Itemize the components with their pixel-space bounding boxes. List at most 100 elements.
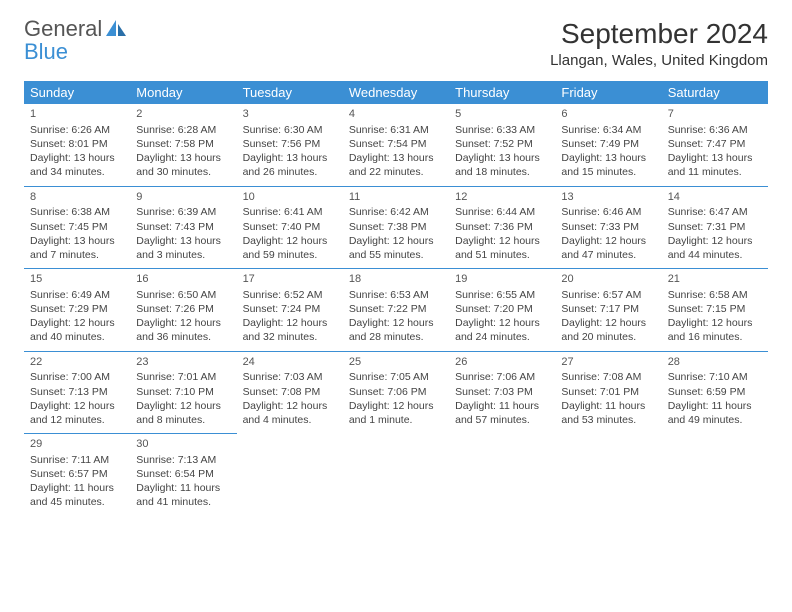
day-cell: 9Sunrise: 6:39 AMSunset: 7:43 PMDaylight…: [130, 186, 236, 269]
day-number: 16: [136, 272, 230, 287]
daylight-line: Daylight: 12 hours and 51 minutes.: [455, 234, 549, 262]
sunset-line: Sunset: 7:54 PM: [349, 137, 443, 151]
weekday-header: Wednesday: [343, 81, 449, 104]
weekday-header: Thursday: [449, 81, 555, 104]
week-row: 22Sunrise: 7:00 AMSunset: 7:13 PMDayligh…: [24, 351, 768, 434]
sunrise-line: Sunrise: 6:42 AM: [349, 205, 443, 219]
sunrise-line: Sunrise: 7:06 AM: [455, 370, 549, 384]
day-cell: 1Sunrise: 6:26 AMSunset: 8:01 PMDaylight…: [24, 104, 130, 186]
sunset-line: Sunset: 6:57 PM: [30, 467, 124, 481]
day-number: 9: [136, 190, 230, 205]
calendar-table: Sunday Monday Tuesday Wednesday Thursday…: [24, 81, 768, 516]
daylight-line: Daylight: 12 hours and 24 minutes.: [455, 316, 549, 344]
day-number: 24: [243, 355, 337, 370]
daylight-line: Daylight: 12 hours and 44 minutes.: [668, 234, 762, 262]
day-number: 18: [349, 272, 443, 287]
weekday-header: Friday: [555, 81, 661, 104]
day-cell: 19Sunrise: 6:55 AMSunset: 7:20 PMDayligh…: [449, 269, 555, 352]
day-number: 25: [349, 355, 443, 370]
sunrise-line: Sunrise: 6:46 AM: [561, 205, 655, 219]
sunrise-line: Sunrise: 7:01 AM: [136, 370, 230, 384]
day-number: 5: [455, 107, 549, 122]
day-cell: 23Sunrise: 7:01 AMSunset: 7:10 PMDayligh…: [130, 351, 236, 434]
sunrise-line: Sunrise: 7:00 AM: [30, 370, 124, 384]
daylight-line: Daylight: 12 hours and 32 minutes.: [243, 316, 337, 344]
sunset-line: Sunset: 7:43 PM: [136, 220, 230, 234]
sunset-line: Sunset: 7:29 PM: [30, 302, 124, 316]
sunset-line: Sunset: 7:33 PM: [561, 220, 655, 234]
day-cell: 24Sunrise: 7:03 AMSunset: 7:08 PMDayligh…: [237, 351, 343, 434]
logo-general-text: General: [24, 16, 102, 41]
daylight-line: Daylight: 12 hours and 36 minutes.: [136, 316, 230, 344]
sunrise-line: Sunrise: 7:11 AM: [30, 453, 124, 467]
sunrise-line: Sunrise: 6:39 AM: [136, 205, 230, 219]
sunrise-line: Sunrise: 6:55 AM: [455, 288, 549, 302]
day-number: 21: [668, 272, 762, 287]
day-cell: 15Sunrise: 6:49 AMSunset: 7:29 PMDayligh…: [24, 269, 130, 352]
sunset-line: Sunset: 8:01 PM: [30, 137, 124, 151]
sunset-line: Sunset: 6:59 PM: [668, 385, 762, 399]
day-cell: 27Sunrise: 7:08 AMSunset: 7:01 PMDayligh…: [555, 351, 661, 434]
week-row: 1Sunrise: 6:26 AMSunset: 8:01 PM Daylight…: [24, 104, 768, 186]
sunrise-line: Sunrise: 6:49 AM: [30, 288, 124, 302]
day-number: 13: [561, 190, 655, 205]
location-text: Llangan, Wales, United Kingdom: [550, 52, 768, 69]
day-cell: 3Sunrise: 6:30 AMSunset: 7:56 PMDaylight…: [237, 104, 343, 186]
sunrise-line: Sunrise: 7:08 AM: [561, 370, 655, 384]
day-number: 28: [668, 355, 762, 370]
sunset-line: Sunset: 7:47 PM: [668, 137, 762, 151]
sunrise-line: Sunrise: 6:41 AM: [243, 205, 337, 219]
title-block: September 2024 Llangan, Wales, United Ki…: [550, 18, 768, 69]
daylight-line: Daylight: 11 hours and 57 minutes.: [455, 399, 549, 427]
sunrise-line: Sunrise: 6:26 AM: [30, 123, 124, 137]
daylight-line: Daylight: 12 hours and 47 minutes.: [561, 234, 655, 262]
day-number: 23: [136, 355, 230, 370]
day-cell: 6Sunrise: 6:34 AMSunset: 7:49 PMDaylight…: [555, 104, 661, 186]
sunrise-line: Sunrise: 6:33 AM: [455, 123, 549, 137]
daylight-line: Daylight: 12 hours and 4 minutes.: [243, 399, 337, 427]
daylight-line: Daylight: 13 hours and 18 minutes.: [455, 151, 549, 179]
sunset-line: Sunset: 6:54 PM: [136, 467, 230, 481]
day-cell: 26Sunrise: 7:06 AMSunset: 7:03 PMDayligh…: [449, 351, 555, 434]
day-cell: 4Sunrise: 6:31 AMSunset: 7:54 PMDaylight…: [343, 104, 449, 186]
empty-cell: [237, 434, 343, 516]
empty-cell: [662, 434, 768, 516]
sunset-line: Sunset: 7:08 PM: [243, 385, 337, 399]
logo-blue-text: Blue: [24, 39, 68, 64]
sunrise-line: Sunrise: 6:38 AM: [30, 205, 124, 219]
day-number: 12: [455, 190, 549, 205]
sunrise-line: Sunrise: 6:47 AM: [668, 205, 762, 219]
daylight-line: Daylight: 13 hours and 15 minutes.: [561, 151, 655, 179]
daylight-line: Daylight: 11 hours and 53 minutes.: [561, 399, 655, 427]
week-row: 29Sunrise: 7:11 AMSunset: 6:57 PMDayligh…: [24, 434, 768, 516]
day-number: 29: [30, 437, 124, 452]
daylight-line: Daylight: 12 hours and 40 minutes.: [30, 316, 124, 344]
logo-sail-icon: [106, 20, 128, 36]
sunset-line: Sunset: 7:49 PM: [561, 137, 655, 151]
day-number: 8: [30, 190, 124, 205]
day-number: 2: [136, 107, 230, 122]
day-number: 1: [30, 107, 124, 122]
sunset-line: Sunset: 7:15 PM: [668, 302, 762, 316]
sunrise-line: Sunrise: 6:44 AM: [455, 205, 549, 219]
sunset-line: Sunset: 7:36 PM: [455, 220, 549, 234]
daylight-line: Daylight: 12 hours and 55 minutes.: [349, 234, 443, 262]
day-number: 17: [243, 272, 337, 287]
daylight-line: Daylight: 13 hours and 11 minutes.: [668, 151, 762, 179]
logo: General Blue: [24, 18, 128, 64]
sunrise-line: Sunrise: 6:52 AM: [243, 288, 337, 302]
sunset-line: Sunset: 7:40 PM: [243, 220, 337, 234]
day-number: 6: [561, 107, 655, 122]
day-cell: 25Sunrise: 7:05 AMSunset: 7:06 PMDayligh…: [343, 351, 449, 434]
day-number: 30: [136, 437, 230, 452]
day-cell: 10Sunrise: 6:41 AMSunset: 7:40 PMDayligh…: [237, 186, 343, 269]
month-title: September 2024: [550, 18, 768, 50]
sunrise-line: Sunrise: 6:30 AM: [243, 123, 337, 137]
sunset-line: Sunset: 7:20 PM: [455, 302, 549, 316]
day-cell: 22Sunrise: 7:00 AMSunset: 7:13 PMDayligh…: [24, 351, 130, 434]
sunset-line: Sunset: 7:13 PM: [30, 385, 124, 399]
sunrise-line: Sunrise: 7:13 AM: [136, 453, 230, 467]
day-number: 14: [668, 190, 762, 205]
weekday-header: Sunday: [24, 81, 130, 104]
sunset-line: Sunset: 7:58 PM: [136, 137, 230, 151]
